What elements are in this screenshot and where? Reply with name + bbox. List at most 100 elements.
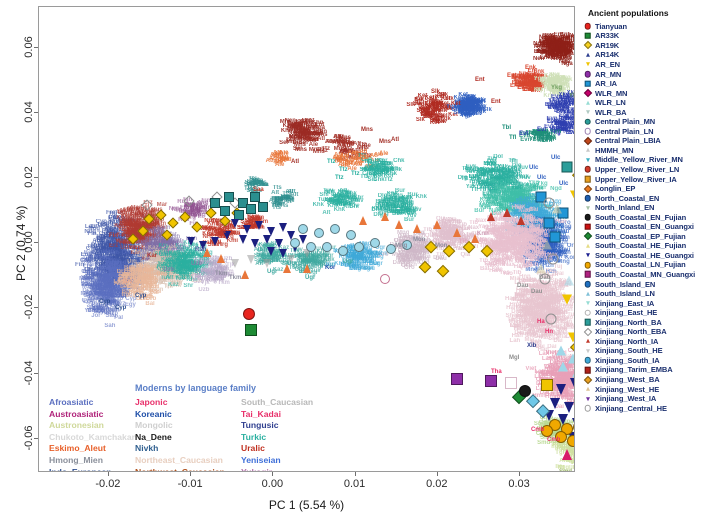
modern-population-label: Yak: [498, 164, 508, 170]
modern-population-label: Hun: [102, 257, 114, 263]
modern-population-label: Pol: [109, 244, 118, 250]
modern-population-label: Ru: [98, 255, 106, 261]
modern-population-label: Drz: [107, 289, 117, 295]
modern-population-label: She: [563, 325, 574, 331]
modern-population-label: Kur: [125, 242, 135, 248]
modern-population-label: Han: [505, 296, 516, 302]
modern-population-label: Lah: [542, 356, 553, 362]
modern-population-label: Bai: [490, 253, 499, 259]
modern-population-label: Spa: [126, 251, 137, 257]
modern-population-label: Tfl: [461, 176, 468, 182]
modern-population-label: Viet: [525, 366, 536, 372]
modern-population-label: Geo: [132, 233, 144, 239]
modern-population-label: Kur: [120, 264, 130, 270]
modern-population-label: Arm: [114, 223, 126, 229]
modern-population-label: Drz: [113, 284, 123, 290]
modern-population-label: Dai: [536, 344, 545, 350]
modern-population-label: Fre: [129, 251, 138, 257]
modern-population-label: Bed: [111, 272, 122, 278]
modern-population-label: Fre: [106, 210, 115, 216]
modern-population-label: Lit: [90, 224, 97, 230]
modern-population-label: Egy: [83, 299, 94, 305]
modern-population-label: Est: [102, 229, 111, 235]
modern-population-label: Arm: [114, 264, 126, 270]
modern-population-label: Yem: [107, 287, 119, 293]
modern-population-label: Eng: [111, 257, 122, 263]
modern-population-label: Fin: [122, 250, 131, 256]
modern-population-label: Fin: [108, 271, 117, 277]
modern-population-label: Fin: [130, 265, 139, 271]
modern-population-label: Fre: [99, 303, 108, 309]
modern-population-label: Yi: [505, 241, 510, 247]
modern-population-label: Fre: [100, 273, 109, 279]
modern-population-label: Jor: [108, 294, 117, 300]
modern-population-label: Tun: [93, 290, 104, 296]
modern-population-label: Fin: [127, 218, 136, 224]
modern-population-label: Est: [115, 270, 124, 276]
modern-population-label: Egy: [92, 306, 103, 312]
modern-population-label: Pol: [125, 276, 134, 282]
modern-population-label: Tur: [105, 273, 114, 279]
modern-population-label: Nog: [115, 241, 127, 247]
modern-population-label: Lit: [107, 253, 114, 259]
modern-population-label: Kur: [120, 263, 130, 269]
modern-population-label: Tur: [87, 267, 96, 273]
modern-population-label: Pol: [112, 243, 121, 249]
modern-population-label: Geo: [112, 263, 124, 269]
modern-population-label: Han: [520, 300, 531, 306]
modern-population-label: She: [506, 313, 517, 319]
modern-population-label: Est: [109, 254, 118, 260]
modern-population-label: Fin: [110, 253, 119, 259]
modern-population-label: Fre: [83, 263, 92, 269]
modern-population-label: Pal: [113, 285, 122, 291]
modern-population-label: Tur: [87, 244, 96, 250]
modern-population-label: Tur: [111, 236, 120, 242]
modern-population-label: Bsq: [99, 234, 110, 240]
modern-population-label: Fin: [101, 241, 110, 247]
modern-population-label: Adg: [104, 234, 116, 240]
modern-population-label: Geo: [99, 231, 111, 237]
modern-population-label: Mok: [127, 207, 139, 213]
modern-population-label: Chv: [128, 285, 139, 291]
modern-population-label: Nax: [475, 218, 486, 224]
modern-population-label: Bed: [94, 282, 105, 288]
modern-population-label: Hun: [111, 245, 123, 251]
modern-population-label: Ngd: [527, 183, 539, 189]
modern-population-label: Leb: [115, 262, 126, 268]
modern-population-label: Drz: [93, 281, 103, 287]
modern-population-label: Pol: [102, 261, 111, 267]
modern-population-label: Ita: [111, 248, 118, 254]
modern-population-label: Ita: [119, 277, 126, 283]
modern-population-label: Adg: [130, 258, 142, 264]
modern-population-label: Ru: [122, 264, 130, 270]
modern-population-label: Hun: [108, 257, 120, 263]
modern-population-label: Hun: [113, 241, 125, 247]
modern-population-label: Fre: [121, 257, 130, 263]
modern-population-label: Kur: [109, 260, 119, 266]
modern-population-label: Ru: [124, 253, 132, 259]
modern-population-label: Abk: [117, 266, 128, 272]
modern-population-label: Ami: [574, 445, 575, 451]
modern-population-label: Lit: [115, 270, 122, 276]
modern-population-label: Cyp: [112, 240, 123, 246]
modern-population-label: Hun: [98, 256, 110, 262]
modern-population-label: Yem: [118, 274, 130, 280]
modern-population-label: Ket: [461, 110, 471, 116]
modern-population-label: Fin: [88, 231, 97, 237]
modern-population-label: Lit: [107, 239, 114, 245]
modern-population-label: Fre: [124, 259, 133, 265]
modern-population-label: Ita: [98, 241, 105, 247]
modern-population-label: Eng: [106, 258, 117, 264]
modern-population-label: Pal: [116, 276, 125, 282]
modern-population-label: Abk: [113, 243, 124, 249]
modern-population-label: Jor: [102, 292, 111, 298]
modern-population-label: Bed: [107, 278, 118, 284]
modern-population-label: Arm: [108, 276, 120, 282]
modern-population-label: Chv: [121, 266, 132, 272]
modern-population-label: Leb: [127, 256, 138, 262]
modern-population-label: Han: [514, 264, 525, 270]
modern-population-label: Adg: [115, 250, 127, 256]
modern-population-label: Jor: [97, 289, 106, 295]
modern-population-label: Bsq: [84, 275, 95, 281]
